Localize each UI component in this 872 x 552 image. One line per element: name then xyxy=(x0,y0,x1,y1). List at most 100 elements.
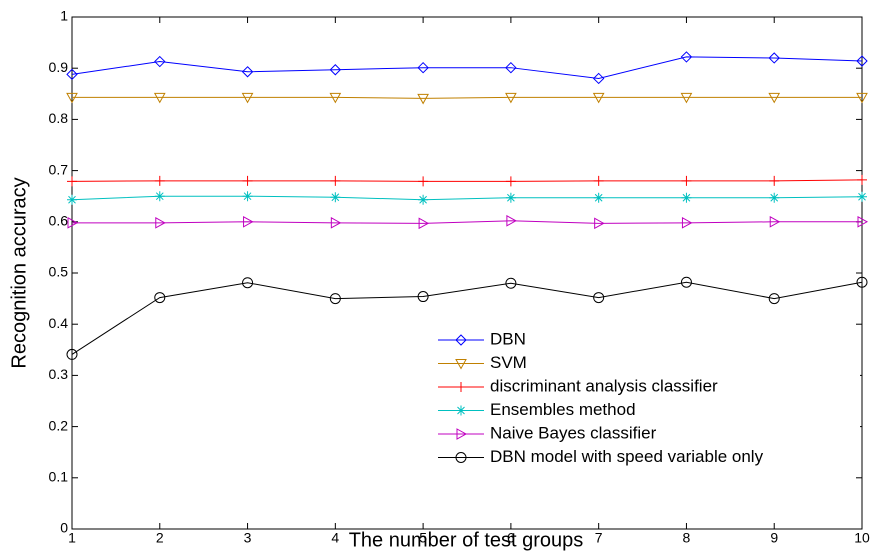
legend-marker xyxy=(456,405,466,416)
marker xyxy=(768,52,780,64)
marker xyxy=(856,92,868,104)
marker xyxy=(242,175,253,186)
marker xyxy=(769,192,780,203)
x-tick-label: 9 xyxy=(770,530,778,546)
marker xyxy=(154,191,165,202)
marker xyxy=(680,92,693,104)
marker xyxy=(593,192,604,203)
marker xyxy=(153,92,166,104)
y-tick-label: 0.8 xyxy=(49,110,69,126)
legend-marker xyxy=(456,428,468,440)
marker xyxy=(66,348,78,360)
marker xyxy=(329,64,342,76)
marker xyxy=(856,55,868,67)
marker xyxy=(506,214,517,227)
marker xyxy=(66,68,78,81)
marker xyxy=(681,216,693,229)
legend-box xyxy=(430,326,860,475)
series-line xyxy=(71,56,863,79)
x-tick-label: 5 xyxy=(419,530,427,546)
legend-label: Naive Bayes classifier xyxy=(490,423,657,442)
x-axis-label: The number of test groups xyxy=(349,529,584,551)
marker xyxy=(857,215,869,228)
marker xyxy=(241,66,254,78)
marker xyxy=(154,55,166,68)
legend-marker xyxy=(455,334,467,346)
marker xyxy=(155,216,166,229)
series-line xyxy=(71,195,863,201)
y-tick-label: 0.1 xyxy=(49,469,69,485)
marker xyxy=(418,176,429,187)
marker xyxy=(592,92,605,104)
marker xyxy=(418,194,429,205)
marker xyxy=(67,216,79,229)
marker xyxy=(856,276,868,288)
marker xyxy=(241,92,254,104)
y-tick-label: 0.6 xyxy=(49,213,69,229)
marker xyxy=(769,175,780,186)
marker xyxy=(67,176,77,187)
marker xyxy=(768,293,780,305)
x-tick-label: 10 xyxy=(854,530,870,546)
series-line xyxy=(71,281,863,355)
x-tick-label: 4 xyxy=(331,530,339,546)
legend-label: SVM xyxy=(490,353,527,372)
y-tick-label: 0.2 xyxy=(49,417,69,433)
legend-marker xyxy=(456,382,466,392)
marker xyxy=(418,217,430,230)
series-line xyxy=(72,96,862,99)
marker xyxy=(242,277,254,289)
marker xyxy=(857,191,867,202)
marker xyxy=(680,276,692,288)
y-tick-label: 0.7 xyxy=(49,161,69,177)
marker xyxy=(417,291,429,302)
marker xyxy=(330,192,341,203)
marker xyxy=(154,292,166,304)
marker xyxy=(329,293,341,305)
legend-label: Ensembles method xyxy=(490,400,636,419)
marker xyxy=(594,217,605,230)
marker xyxy=(592,72,605,85)
x-tick-label: 2 xyxy=(156,530,164,546)
legend-marker xyxy=(455,452,467,463)
marker xyxy=(681,175,692,186)
marker xyxy=(67,194,77,205)
marker xyxy=(505,61,517,74)
marker xyxy=(769,215,781,228)
marker xyxy=(593,292,605,304)
y-tick-label: 1 xyxy=(60,8,68,24)
y-tick-label: 0.3 xyxy=(49,366,69,382)
marker xyxy=(593,175,604,186)
marker xyxy=(243,215,254,228)
marker xyxy=(681,192,692,203)
marker xyxy=(680,51,693,63)
marker xyxy=(505,176,516,187)
legend-label: DBN xyxy=(490,329,526,348)
x-tick-label: 8 xyxy=(683,530,691,546)
x-tick-label: 3 xyxy=(244,530,252,546)
legend-label: discriminant analysis classifier xyxy=(490,376,718,395)
marker xyxy=(242,191,253,202)
x-tick-label: 6 xyxy=(507,530,515,546)
marker xyxy=(154,175,165,186)
x-tick-label: 1 xyxy=(68,530,76,546)
marker xyxy=(768,92,781,104)
y-tick-label: 0.9 xyxy=(49,59,69,75)
series-line xyxy=(72,220,862,224)
x-tick-label: 7 xyxy=(595,530,603,546)
marker xyxy=(330,216,342,229)
marker xyxy=(329,92,342,104)
marker xyxy=(417,93,429,105)
series-line xyxy=(71,179,863,182)
marker xyxy=(66,92,78,104)
y-tick-label: 0 xyxy=(60,520,68,536)
marker xyxy=(857,174,867,185)
marker xyxy=(417,61,429,74)
legend-marker xyxy=(455,359,467,370)
marker xyxy=(330,175,341,186)
y-tick-label: 0.4 xyxy=(49,315,69,331)
marker xyxy=(505,192,516,203)
legend-label: DBN model with speed variable only xyxy=(490,447,764,466)
marker xyxy=(505,92,517,104)
